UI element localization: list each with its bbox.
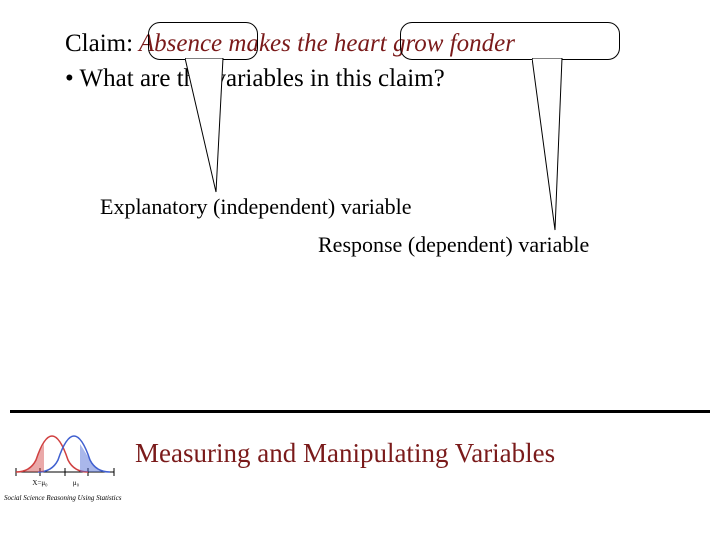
distribution-diagram-icon: X=μ₀ μ₀ — [10, 428, 120, 490]
slide: Claim: Absence makes the heart grow fond… — [0, 0, 720, 540]
dist-label-mu: μ₀ — [73, 479, 80, 487]
pointer-heart — [532, 58, 580, 232]
callout-rect-absence — [148, 22, 258, 60]
horizontal-divider — [10, 410, 710, 413]
bullet-question: • What are the variables in this claim? — [65, 65, 445, 93]
callout-rect-heart — [400, 22, 620, 60]
footer-title: Measuring and Manipulating Variables — [135, 438, 555, 469]
footer-subtitle: Social Science Reasoning Using Statistic… — [4, 494, 121, 502]
response-variable-label: Response (dependent) variable — [318, 232, 589, 258]
claim-label: Claim: — [65, 30, 133, 57]
dist-label-x: X=μ₀ — [32, 479, 48, 487]
explanatory-variable-label: Explanatory (independent) variable — [100, 194, 412, 220]
